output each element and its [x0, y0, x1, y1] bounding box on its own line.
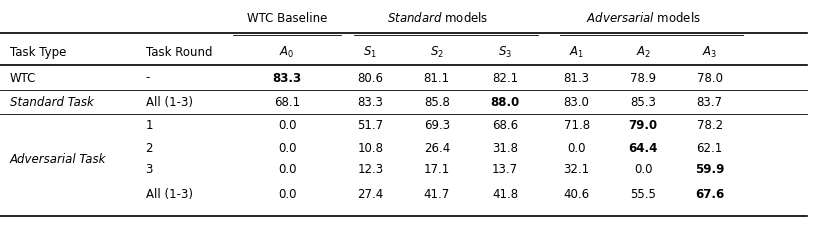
Text: 85.8: 85.8 — [423, 96, 450, 109]
Text: Standard Task: Standard Task — [10, 96, 94, 109]
Text: 78.2: 78.2 — [696, 119, 723, 132]
Text: 82.1: 82.1 — [492, 72, 518, 84]
Text: 69.3: 69.3 — [423, 119, 450, 132]
Text: 51.7: 51.7 — [357, 119, 384, 132]
Text: 41.8: 41.8 — [492, 188, 518, 201]
Text: 31.8: 31.8 — [492, 142, 518, 155]
Text: All (1-3): All (1-3) — [146, 96, 192, 109]
Text: 0.0: 0.0 — [278, 188, 296, 201]
Text: $\mathit{Standard}$ models: $\mathit{Standard}$ models — [387, 11, 488, 25]
Text: 55.5: 55.5 — [630, 188, 656, 201]
Text: 88.0: 88.0 — [490, 96, 520, 109]
Text: 81.3: 81.3 — [563, 72, 590, 84]
Text: 71.8: 71.8 — [563, 119, 590, 132]
Text: 83.7: 83.7 — [696, 96, 723, 109]
Text: 26.4: 26.4 — [423, 142, 450, 155]
Text: $S_3$: $S_3$ — [498, 45, 512, 60]
Text: 68.6: 68.6 — [492, 119, 518, 132]
Text: 32.1: 32.1 — [563, 163, 590, 176]
Text: 0.0: 0.0 — [278, 163, 296, 176]
Text: 62.1: 62.1 — [696, 142, 723, 155]
Text: 41.7: 41.7 — [423, 188, 450, 201]
Text: WTC: WTC — [10, 72, 37, 84]
Text: 68.1: 68.1 — [274, 96, 300, 109]
Text: 13.7: 13.7 — [492, 163, 518, 176]
Text: 78.0: 78.0 — [696, 72, 723, 84]
Text: -: - — [146, 72, 150, 84]
Text: 17.1: 17.1 — [423, 163, 450, 176]
Text: $A_2$: $A_2$ — [636, 45, 651, 60]
Text: 67.6: 67.6 — [695, 188, 725, 201]
Text: 12.3: 12.3 — [357, 163, 384, 176]
Text: 81.1: 81.1 — [423, 72, 450, 84]
Text: 83.3: 83.3 — [272, 72, 302, 84]
Text: $S_1$: $S_1$ — [364, 45, 377, 60]
Text: $A_3$: $A_3$ — [702, 45, 717, 60]
Text: 0.0: 0.0 — [278, 142, 296, 155]
Text: WTC Baseline: WTC Baseline — [247, 12, 327, 24]
Text: $A_0$: $A_0$ — [280, 45, 295, 60]
Text: 59.9: 59.9 — [695, 163, 725, 176]
Text: Task Round: Task Round — [146, 46, 212, 59]
Text: Adversarial Task: Adversarial Task — [10, 153, 106, 167]
Text: $\mathit{Adversarial}$ models: $\mathit{Adversarial}$ models — [586, 11, 701, 25]
Text: 79.0: 79.0 — [628, 119, 658, 132]
Text: 83.0: 83.0 — [563, 96, 590, 109]
Text: 3: 3 — [146, 163, 153, 176]
Text: $S_2$: $S_2$ — [430, 45, 443, 60]
Text: 0.0: 0.0 — [278, 119, 296, 132]
Text: 80.6: 80.6 — [357, 72, 384, 84]
Text: 40.6: 40.6 — [563, 188, 590, 201]
Text: 27.4: 27.4 — [357, 188, 384, 201]
Text: 0.0: 0.0 — [567, 142, 586, 155]
Text: 10.8: 10.8 — [357, 142, 384, 155]
Text: 1: 1 — [146, 119, 153, 132]
Text: 0.0: 0.0 — [634, 163, 652, 176]
Text: All (1-3): All (1-3) — [146, 188, 192, 201]
Text: 2: 2 — [146, 142, 153, 155]
Text: 64.4: 64.4 — [628, 142, 658, 155]
Text: 78.9: 78.9 — [630, 72, 656, 84]
Text: $A_1$: $A_1$ — [569, 45, 584, 60]
Text: 85.3: 85.3 — [630, 96, 656, 109]
Text: 83.3: 83.3 — [357, 96, 384, 109]
Text: Task Type: Task Type — [10, 46, 67, 59]
